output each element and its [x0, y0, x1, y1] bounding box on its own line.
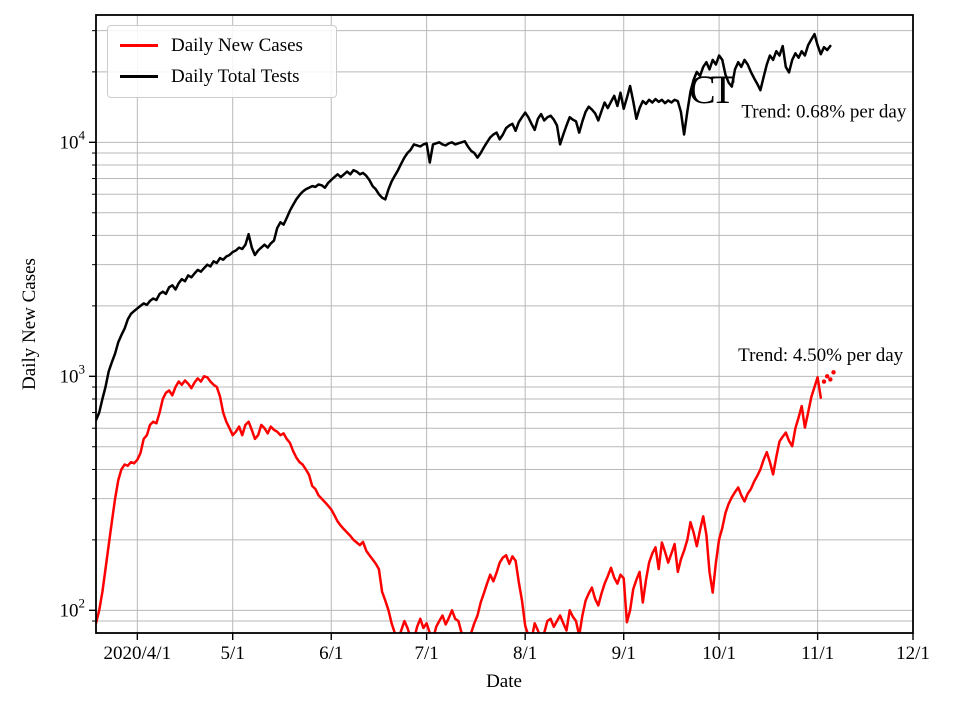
annotation-trend-cases: Trend: 4.50% per day — [738, 345, 903, 366]
legend-line-sample-red — [120, 44, 158, 48]
x-tick-label: 10/1 — [702, 643, 736, 664]
tick-labels: 2020/4/1 5/1 6/1 7/1 8/1 9/1 10/1 11/1 12/1 102 10… — [60, 127, 930, 664]
series-dot — [831, 370, 836, 375]
x-tick-label: 5/1 — [221, 643, 245, 664]
x-tick-label: 8/1 — [513, 643, 537, 664]
legend-label: Daily Total Tests — [171, 65, 300, 87]
legend: Daily New Cases Daily Total Tests — [107, 25, 337, 98]
x-tick-label: 7/1 — [414, 643, 438, 664]
gridlines — [96, 15, 913, 633]
x-axis-label: Date — [486, 671, 522, 692]
x-tick-label: 9/1 — [612, 643, 636, 664]
series-dot — [824, 374, 830, 379]
axes-box — [95, 14, 914, 634]
x-tick-label: 2020/4/1 — [104, 643, 172, 664]
x-tick-label: 6/1 — [319, 643, 343, 664]
ticks — [89, 30, 914, 640]
series-line-daily-new-cases — [96, 375, 823, 633]
y-tick-label: 102 — [60, 595, 86, 621]
x-tick-label: 11/1 — [801, 643, 834, 664]
series-dot — [828, 377, 833, 382]
series-dot — [821, 379, 827, 384]
annotation-trend-tests: Trend: 0.68% per day — [741, 101, 906, 122]
legend-entry-daily-total-tests: Daily Total Tests — [120, 66, 324, 88]
legend-label: Daily New Cases — [171, 35, 303, 56]
y-tick-label: 104 — [60, 127, 86, 153]
x-tick-label: 12/1 — [896, 643, 930, 664]
legend-line-sample-black — [120, 75, 158, 79]
y-tick-label: 103 — [60, 361, 86, 387]
series-line-daily-total-tests — [96, 32, 832, 422]
legend-entry-daily-new-cases: Daily New Cases — [120, 35, 324, 57]
y-axis-label: Daily New Cases — [19, 258, 40, 390]
